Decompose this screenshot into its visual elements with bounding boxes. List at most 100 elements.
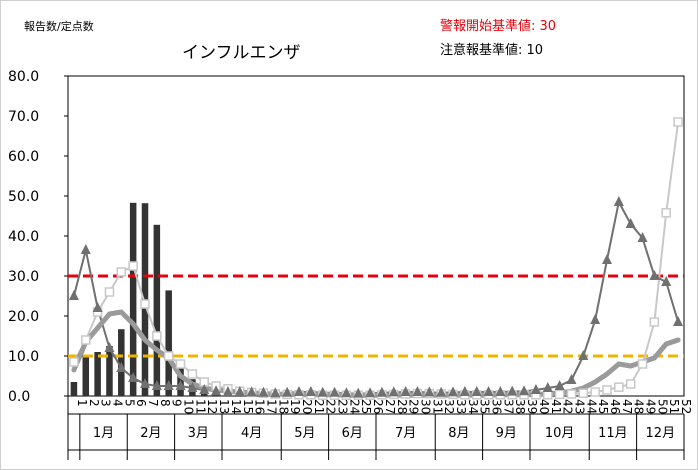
x-tick-label: 16 — [253, 399, 267, 414]
triangle-marker-33 — [448, 386, 458, 397]
square-marker-6 — [128, 261, 138, 271]
square-marker-43 — [566, 389, 577, 399]
x-tick-label: 18 — [276, 399, 290, 414]
x-tick-label: 38 — [513, 399, 527, 414]
x-tick-label: 48 — [632, 399, 646, 414]
triangle-marker-14 — [222, 386, 233, 396]
bar-week-10 — [177, 363, 184, 396]
triangle-marker-15 — [234, 386, 245, 396]
triangle-marker-25 — [353, 387, 364, 398]
x-tick-label: 39 — [525, 399, 539, 414]
x-tick-label: 8 — [158, 399, 172, 407]
series-line-3 — [71, 309, 681, 398]
y-tick-label: 30.0 — [8, 269, 39, 285]
triangle-marker-11 — [187, 382, 198, 392]
x-tick-label: 30 — [418, 399, 432, 414]
x-tick-label: 2 — [87, 399, 101, 407]
x-tick-label: 32 — [442, 399, 456, 414]
y-tick-label: 60.0 — [8, 149, 39, 165]
x-tick-label: 47 — [620, 399, 634, 414]
month-label: 6月 — [342, 426, 363, 441]
triangle-marker-40 — [530, 384, 541, 394]
triangle-marker-9 — [163, 380, 174, 390]
square-marker-52 — [673, 117, 683, 127]
x-tick-label: 6 — [134, 399, 148, 407]
triangle-marker-3 — [92, 302, 103, 312]
triangle-marker-22 — [317, 386, 328, 397]
triangle-marker-46 — [602, 254, 612, 264]
x-tick-label: 41 — [549, 399, 563, 414]
month-label: 7月 — [395, 426, 416, 441]
triangle-marker-32 — [436, 386, 447, 397]
x-tick-label: 33 — [454, 399, 468, 414]
bar-week-2 — [82, 354, 90, 396]
month-label: 9月 — [496, 426, 517, 441]
x-tick-label: 22 — [324, 399, 338, 414]
triangle-marker-35 — [471, 386, 482, 396]
triangle-marker-51 — [661, 276, 672, 286]
x-tick-label: 29 — [407, 399, 421, 414]
y-axis-label: 報告数/定点数 — [24, 19, 94, 33]
x-tick-label: 9 — [170, 399, 184, 407]
x-tick-label: 50 — [655, 399, 669, 414]
square-marker-4 — [104, 287, 115, 297]
x-tick-label: 31 — [430, 399, 444, 414]
x-tick-label: 23 — [336, 399, 350, 414]
triangle-marker-13 — [211, 385, 222, 396]
month-label: 2月 — [140, 426, 161, 441]
x-tick-label: 17 — [264, 399, 278, 414]
y-tick-label: 70.0 — [8, 109, 39, 125]
x-tick-label: 40 — [537, 399, 551, 414]
square-marker-50 — [649, 317, 660, 327]
triangle-marker-7 — [140, 378, 150, 388]
triangle-marker-5 — [116, 362, 127, 372]
triangle-marker-19 — [282, 386, 293, 397]
bar-week-8 — [153, 224, 161, 396]
triangle-marker-27 — [376, 386, 387, 397]
square-marker-42 — [554, 389, 565, 400]
square-marker-49 — [637, 359, 648, 369]
x-tick-label: 25 — [359, 399, 373, 414]
month-label: 5月 — [294, 426, 315, 441]
bar-week-6 — [129, 202, 137, 396]
triangle-marker-2 — [80, 244, 91, 254]
triangle-marker-21 — [305, 386, 316, 396]
x-tick-label: 28 — [395, 399, 409, 414]
x-tick-label: 36 — [490, 399, 504, 414]
y-tick-label: 80.0 — [8, 69, 39, 85]
triangle-marker-12 — [199, 384, 210, 394]
square-marker-10 — [175, 359, 186, 369]
square-marker-8 — [152, 331, 162, 341]
month-label: 10月 — [545, 426, 575, 441]
x-tick-label: 19 — [288, 399, 302, 414]
triangle-marker-50 — [649, 270, 660, 280]
triangle-marker-47 — [613, 196, 624, 206]
square-marker-2 — [81, 335, 91, 345]
triangle-marker-42 — [554, 380, 565, 390]
x-tick-label: 51 — [667, 399, 681, 414]
triangle-marker-49 — [637, 232, 648, 242]
square-marker-48 — [625, 379, 636, 389]
triangle-marker-30 — [412, 386, 423, 396]
x-tick-label: 20 — [300, 399, 314, 414]
bar-week-4 — [106, 346, 113, 396]
bar-week-3 — [94, 352, 101, 396]
square-marker-5 — [116, 267, 127, 277]
x-tick-label: 12 — [205, 399, 219, 414]
x-tick-label: 24 — [347, 399, 361, 414]
month-label: 12月 — [646, 426, 676, 441]
x-tick-label: 35 — [478, 399, 492, 414]
x-tick-label: 43 — [572, 399, 586, 414]
x-tick-label: 10 — [182, 399, 196, 414]
x-tick-label: 4 — [110, 399, 124, 407]
triangle-marker-38 — [507, 385, 518, 396]
y-tick-label: 0.0 — [8, 389, 30, 405]
month-label: 3月 — [188, 426, 209, 441]
triangle-marker-16 — [246, 386, 257, 397]
chart-title: インフルエンザ — [182, 43, 301, 63]
square-marker-44 — [578, 388, 589, 398]
x-tick-label: 42 — [561, 399, 575, 414]
triangle-marker-34 — [459, 386, 470, 396]
